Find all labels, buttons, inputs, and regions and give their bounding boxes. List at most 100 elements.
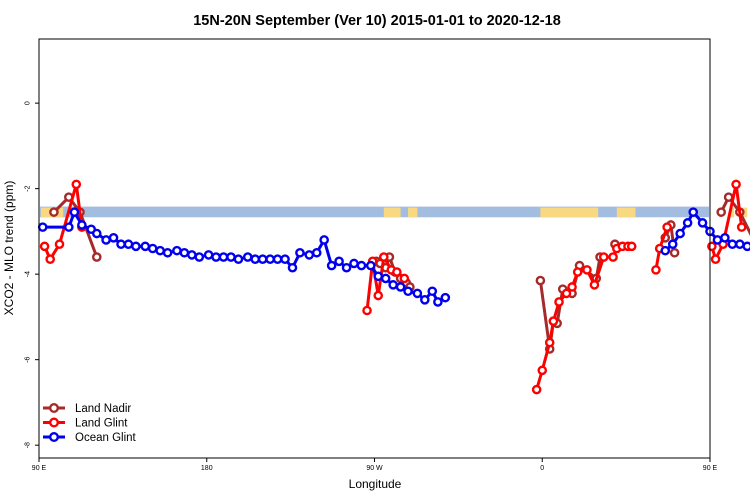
x-axis-label: Longitude (349, 477, 402, 491)
data-point (49, 207, 59, 217)
data-point (39, 241, 50, 252)
y-axis-label: XCO2 - MLO trend (ppm) (2, 181, 16, 316)
data-point (572, 267, 583, 277)
data-point (675, 228, 685, 239)
data-point (710, 254, 721, 264)
data-point (162, 247, 173, 258)
x-tick-label: 90 W (366, 465, 383, 472)
data-point (218, 252, 229, 262)
data-point (71, 179, 82, 190)
legend-label: Land Nadir (75, 403, 131, 415)
data-point (295, 247, 305, 258)
data-point (440, 292, 451, 303)
data-point (731, 179, 741, 190)
y-tick-label: -8 (24, 442, 31, 448)
data-point (420, 295, 430, 305)
data-point (304, 250, 315, 260)
data-point (662, 222, 672, 232)
data-point (123, 239, 134, 250)
legend-label: Land Glint (75, 418, 128, 430)
data-point (373, 271, 384, 282)
data-point (45, 254, 55, 264)
data-point (535, 275, 546, 286)
data-point (554, 297, 564, 307)
y-tick-label: -6 (24, 356, 31, 362)
data-point (544, 337, 555, 348)
data-point (91, 252, 102, 262)
data-point (667, 239, 678, 250)
data-point (187, 250, 197, 260)
data-point (69, 207, 80, 217)
legend-item: Ocean Glint (43, 432, 137, 444)
data-point (131, 241, 141, 252)
data-point (531, 384, 542, 395)
data-point (433, 297, 443, 307)
legend-item: Land Glint (43, 418, 128, 430)
data-point (226, 252, 236, 262)
data-point (598, 252, 609, 262)
data-point (242, 252, 253, 262)
y-axis: 0 -2 -4 -6 -8 (24, 101, 39, 448)
data-point (233, 254, 244, 264)
x-tick-label: 180 (201, 465, 213, 472)
data-point (742, 241, 750, 252)
data-point (64, 222, 74, 232)
series-line (43, 182, 84, 261)
data-point (727, 239, 738, 250)
data-point (723, 192, 734, 202)
data-point (399, 273, 410, 284)
legend-marker (49, 432, 60, 443)
data-point (362, 305, 372, 316)
map-band (40, 206, 748, 218)
land-patch (383, 207, 401, 218)
data-point (582, 265, 592, 275)
data-point (697, 218, 708, 228)
series-line (52, 195, 99, 258)
data-point (140, 241, 151, 252)
data-point (403, 286, 413, 297)
data-point (37, 222, 48, 232)
data-point (660, 245, 671, 256)
data-point (147, 243, 158, 254)
data-point (334, 256, 344, 267)
data-point (669, 247, 680, 258)
data-point (736, 222, 747, 232)
land-patch (730, 207, 735, 218)
data-point (589, 280, 600, 290)
data-point (265, 254, 275, 264)
data-point (155, 245, 165, 256)
data-point (626, 241, 637, 252)
chart-title: 15N-20N September (Ver 10) 2015-01-01 to… (193, 13, 561, 29)
y-tick-label: 0 (24, 101, 31, 105)
data-point (380, 273, 391, 284)
data-point (682, 218, 693, 228)
series-line (719, 195, 750, 236)
data-point (395, 282, 406, 292)
legend-label: Ocean Glint (75, 432, 137, 444)
series-ocean-glint (37, 207, 750, 307)
data-point (716, 207, 726, 217)
data-point (392, 267, 402, 277)
data-point (211, 252, 221, 262)
data-point (688, 207, 699, 217)
data-point (561, 288, 572, 299)
x-tick-label: 0 (540, 465, 544, 472)
legend: Land Nadir Land Glint Ocean Glint (43, 403, 137, 444)
data-point (412, 288, 423, 299)
series-layer (37, 179, 750, 395)
legend-marker (49, 403, 60, 414)
data-point (608, 252, 618, 262)
land-patch (408, 207, 418, 218)
data-point (311, 247, 322, 258)
legend-marker (49, 417, 60, 428)
data-point (712, 235, 723, 245)
data-point (272, 254, 283, 264)
data-point (427, 286, 438, 297)
data-point (720, 233, 730, 243)
data-point (172, 245, 182, 256)
data-point (707, 241, 717, 252)
data-point (341, 262, 352, 273)
data-point (280, 254, 290, 264)
data-point (388, 280, 398, 290)
